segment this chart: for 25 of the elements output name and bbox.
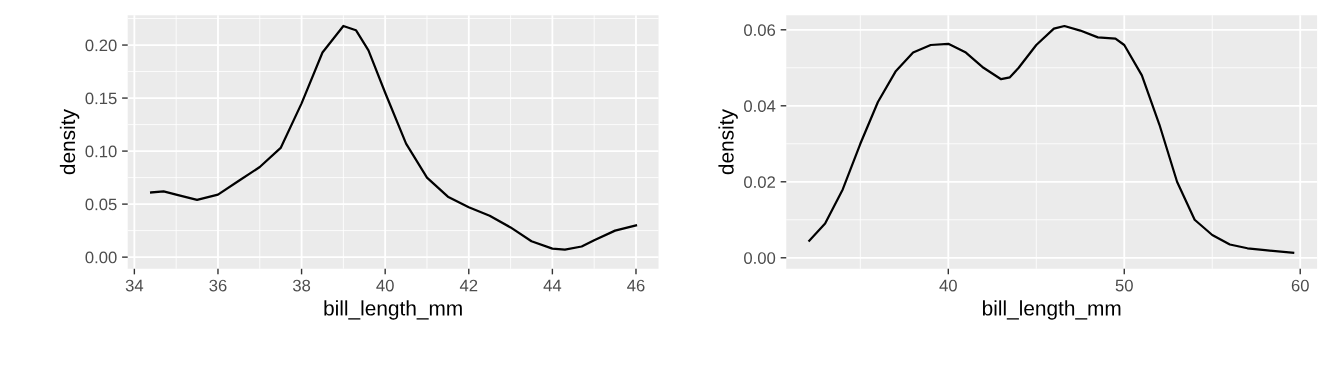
x-axis-title: bill_length_mm — [324, 300, 462, 320]
x-tick-label: 46 — [627, 279, 645, 292]
line-series — [149, 24, 638, 251]
x-tick-label: 38 — [292, 279, 311, 292]
x-tick-label: 36 — [209, 279, 227, 292]
x-tick-label: 40 — [939, 279, 957, 292]
y-axis-title: density — [59, 109, 80, 175]
y-tick-label: 0.20 — [85, 39, 117, 52]
y-tick-label: 0.05 — [85, 198, 117, 211]
x-axis-title: bill_length_mm — [982, 300, 1121, 320]
x-tick-label: 60 — [1291, 279, 1309, 292]
y-axis-title: density — [718, 109, 738, 175]
x-tick-label: 50 — [1115, 279, 1133, 292]
y-tick-label: 0.06 — [744, 24, 776, 36]
y-tick-label: 0.15 — [85, 92, 117, 105]
x-tick-label: 40 — [376, 279, 394, 292]
x-tick-label: 42 — [459, 279, 478, 292]
y-tick-label: 0.02 — [744, 176, 775, 188]
y-tick-label: 0.10 — [85, 145, 117, 158]
y-tick-label: 0.00 — [85, 251, 117, 264]
y-tick-label: 0.00 — [744, 252, 776, 264]
x-tick-label: 44 — [543, 279, 562, 292]
y-tick-label: 0.04 — [744, 100, 776, 112]
x-tick-label: 34 — [125, 279, 144, 292]
line-series — [808, 24, 1295, 254]
